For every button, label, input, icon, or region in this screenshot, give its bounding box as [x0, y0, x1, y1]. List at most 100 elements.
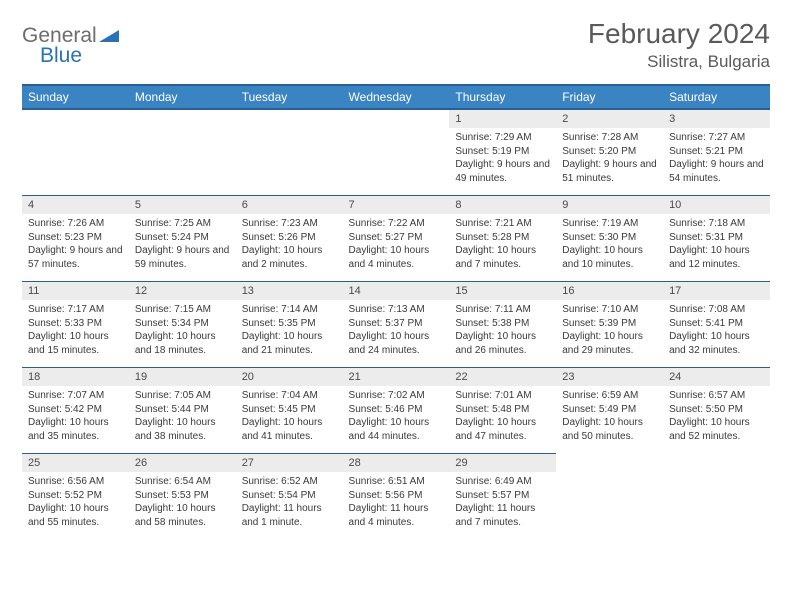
sunset-text: Sunset: 5:46 PM [349, 403, 444, 417]
sunset-text: Sunset: 5:56 PM [349, 489, 444, 503]
sunrise-text: Sunrise: 7:04 AM [242, 389, 337, 403]
sunrise-text: Sunrise: 7:02 AM [349, 389, 444, 403]
sunset-text: Sunset: 5:53 PM [135, 489, 230, 503]
day-details: Sunrise: 7:23 AMSunset: 5:26 PMDaylight:… [236, 214, 343, 275]
calendar-cell: 13Sunrise: 7:14 AMSunset: 5:35 PMDayligh… [236, 281, 343, 367]
daylight-text: Daylight: 11 hours and 4 minutes. [349, 502, 444, 529]
sunset-text: Sunset: 5:48 PM [455, 403, 550, 417]
calendar-cell [236, 109, 343, 195]
day-details: Sunrise: 6:52 AMSunset: 5:54 PMDaylight:… [236, 472, 343, 533]
calendar-cell: 18Sunrise: 7:07 AMSunset: 5:42 PMDayligh… [22, 367, 129, 453]
sunset-text: Sunset: 5:38 PM [455, 317, 550, 331]
day-details: Sunrise: 7:08 AMSunset: 5:41 PMDaylight:… [663, 300, 770, 361]
sunrise-text: Sunrise: 7:08 AM [669, 303, 764, 317]
month-title: February 2024 [588, 18, 770, 50]
sunrise-text: Sunrise: 6:57 AM [669, 389, 764, 403]
sunset-text: Sunset: 5:30 PM [562, 231, 657, 245]
sunrise-text: Sunrise: 7:26 AM [28, 217, 123, 231]
logo-text-2-wrap: Blue [40, 44, 82, 68]
sunrise-text: Sunrise: 7:10 AM [562, 303, 657, 317]
day-details: Sunrise: 7:07 AMSunset: 5:42 PMDaylight:… [22, 386, 129, 447]
day-details: Sunrise: 7:13 AMSunset: 5:37 PMDaylight:… [343, 300, 450, 361]
sunrise-text: Sunrise: 7:23 AM [242, 217, 337, 231]
day-details: Sunrise: 7:22 AMSunset: 5:27 PMDaylight:… [343, 214, 450, 275]
sunrise-text: Sunrise: 7:05 AM [135, 389, 230, 403]
calendar-cell: 14Sunrise: 7:13 AMSunset: 5:37 PMDayligh… [343, 281, 450, 367]
day-number: 20 [236, 367, 343, 386]
daylight-text: Daylight: 11 hours and 7 minutes. [455, 502, 550, 529]
weekday-thu: Thursday [449, 85, 556, 109]
day-number: 6 [236, 195, 343, 214]
sunset-text: Sunset: 5:27 PM [349, 231, 444, 245]
calendar-cell: 6Sunrise: 7:23 AMSunset: 5:26 PMDaylight… [236, 195, 343, 281]
day-number: 24 [663, 367, 770, 386]
day-details: Sunrise: 7:26 AMSunset: 5:23 PMDaylight:… [22, 214, 129, 275]
calendar-cell: 7Sunrise: 7:22 AMSunset: 5:27 PMDaylight… [343, 195, 450, 281]
sunset-text: Sunset: 5:37 PM [349, 317, 444, 331]
daylight-text: Daylight: 10 hours and 44 minutes. [349, 416, 444, 443]
day-number: 8 [449, 195, 556, 214]
day-number: 13 [236, 281, 343, 300]
daylight-text: Daylight: 9 hours and 57 minutes. [28, 244, 123, 271]
day-details: Sunrise: 7:15 AMSunset: 5:34 PMDaylight:… [129, 300, 236, 361]
day-details: Sunrise: 7:29 AMSunset: 5:19 PMDaylight:… [449, 128, 556, 189]
sunrise-text: Sunrise: 6:54 AM [135, 475, 230, 489]
calendar-cell: 10Sunrise: 7:18 AMSunset: 5:31 PMDayligh… [663, 195, 770, 281]
sunrise-text: Sunrise: 7:13 AM [349, 303, 444, 317]
day-number: 22 [449, 367, 556, 386]
sunrise-text: Sunrise: 7:28 AM [562, 131, 657, 145]
calendar-cell: 25Sunrise: 6:56 AMSunset: 5:52 PMDayligh… [22, 453, 129, 539]
calendar-row: 4Sunrise: 7:26 AMSunset: 5:23 PMDaylight… [22, 195, 770, 281]
daylight-text: Daylight: 10 hours and 38 minutes. [135, 416, 230, 443]
day-number: 12 [129, 281, 236, 300]
daylight-text: Daylight: 10 hours and 50 minutes. [562, 416, 657, 443]
daylight-text: Daylight: 10 hours and 24 minutes. [349, 330, 444, 357]
sunset-text: Sunset: 5:52 PM [28, 489, 123, 503]
calendar-cell: 19Sunrise: 7:05 AMSunset: 5:44 PMDayligh… [129, 367, 236, 453]
sunset-text: Sunset: 5:41 PM [669, 317, 764, 331]
calendar-cell: 26Sunrise: 6:54 AMSunset: 5:53 PMDayligh… [129, 453, 236, 539]
day-details: Sunrise: 6:56 AMSunset: 5:52 PMDaylight:… [22, 472, 129, 533]
weekday-fri: Friday [556, 85, 663, 109]
daylight-text: Daylight: 10 hours and 26 minutes. [455, 330, 550, 357]
daylight-text: Daylight: 9 hours and 54 minutes. [669, 158, 764, 185]
sunrise-text: Sunrise: 7:17 AM [28, 303, 123, 317]
calendar-cell [556, 453, 663, 539]
daylight-text: Daylight: 10 hours and 41 minutes. [242, 416, 337, 443]
day-number: 27 [236, 453, 343, 472]
daylight-text: Daylight: 10 hours and 35 minutes. [28, 416, 123, 443]
logo-triangle-icon [99, 28, 121, 44]
day-details: Sunrise: 7:14 AMSunset: 5:35 PMDaylight:… [236, 300, 343, 361]
calendar-cell: 16Sunrise: 7:10 AMSunset: 5:39 PMDayligh… [556, 281, 663, 367]
daylight-text: Daylight: 10 hours and 12 minutes. [669, 244, 764, 271]
day-number: 11 [22, 281, 129, 300]
sunrise-text: Sunrise: 7:11 AM [455, 303, 550, 317]
day-number: 18 [22, 367, 129, 386]
sunset-text: Sunset: 5:21 PM [669, 145, 764, 159]
calendar-row: 18Sunrise: 7:07 AMSunset: 5:42 PMDayligh… [22, 367, 770, 453]
sunrise-text: Sunrise: 7:21 AM [455, 217, 550, 231]
weekday-mon: Monday [129, 85, 236, 109]
daylight-text: Daylight: 10 hours and 10 minutes. [562, 244, 657, 271]
calendar-row: 11Sunrise: 7:17 AMSunset: 5:33 PMDayligh… [22, 281, 770, 367]
sunset-text: Sunset: 5:31 PM [669, 231, 764, 245]
day-details: Sunrise: 6:51 AMSunset: 5:56 PMDaylight:… [343, 472, 450, 533]
day-number: 21 [343, 367, 450, 386]
sunrise-text: Sunrise: 7:19 AM [562, 217, 657, 231]
weekday-tue: Tuesday [236, 85, 343, 109]
calendar-cell: 17Sunrise: 7:08 AMSunset: 5:41 PMDayligh… [663, 281, 770, 367]
day-number: 5 [129, 195, 236, 214]
sunset-text: Sunset: 5:42 PM [28, 403, 123, 417]
day-number: 19 [129, 367, 236, 386]
sunset-text: Sunset: 5:26 PM [242, 231, 337, 245]
daylight-text: Daylight: 11 hours and 1 minute. [242, 502, 337, 529]
sunset-text: Sunset: 5:49 PM [562, 403, 657, 417]
day-number: 25 [22, 453, 129, 472]
sunset-text: Sunset: 5:28 PM [455, 231, 550, 245]
weekday-wed: Wednesday [343, 85, 450, 109]
location-subtitle: Silistra, Bulgaria [588, 52, 770, 72]
sunset-text: Sunset: 5:35 PM [242, 317, 337, 331]
day-details: Sunrise: 7:17 AMSunset: 5:33 PMDaylight:… [22, 300, 129, 361]
sunrise-text: Sunrise: 6:59 AM [562, 389, 657, 403]
day-details: Sunrise: 7:01 AMSunset: 5:48 PMDaylight:… [449, 386, 556, 447]
